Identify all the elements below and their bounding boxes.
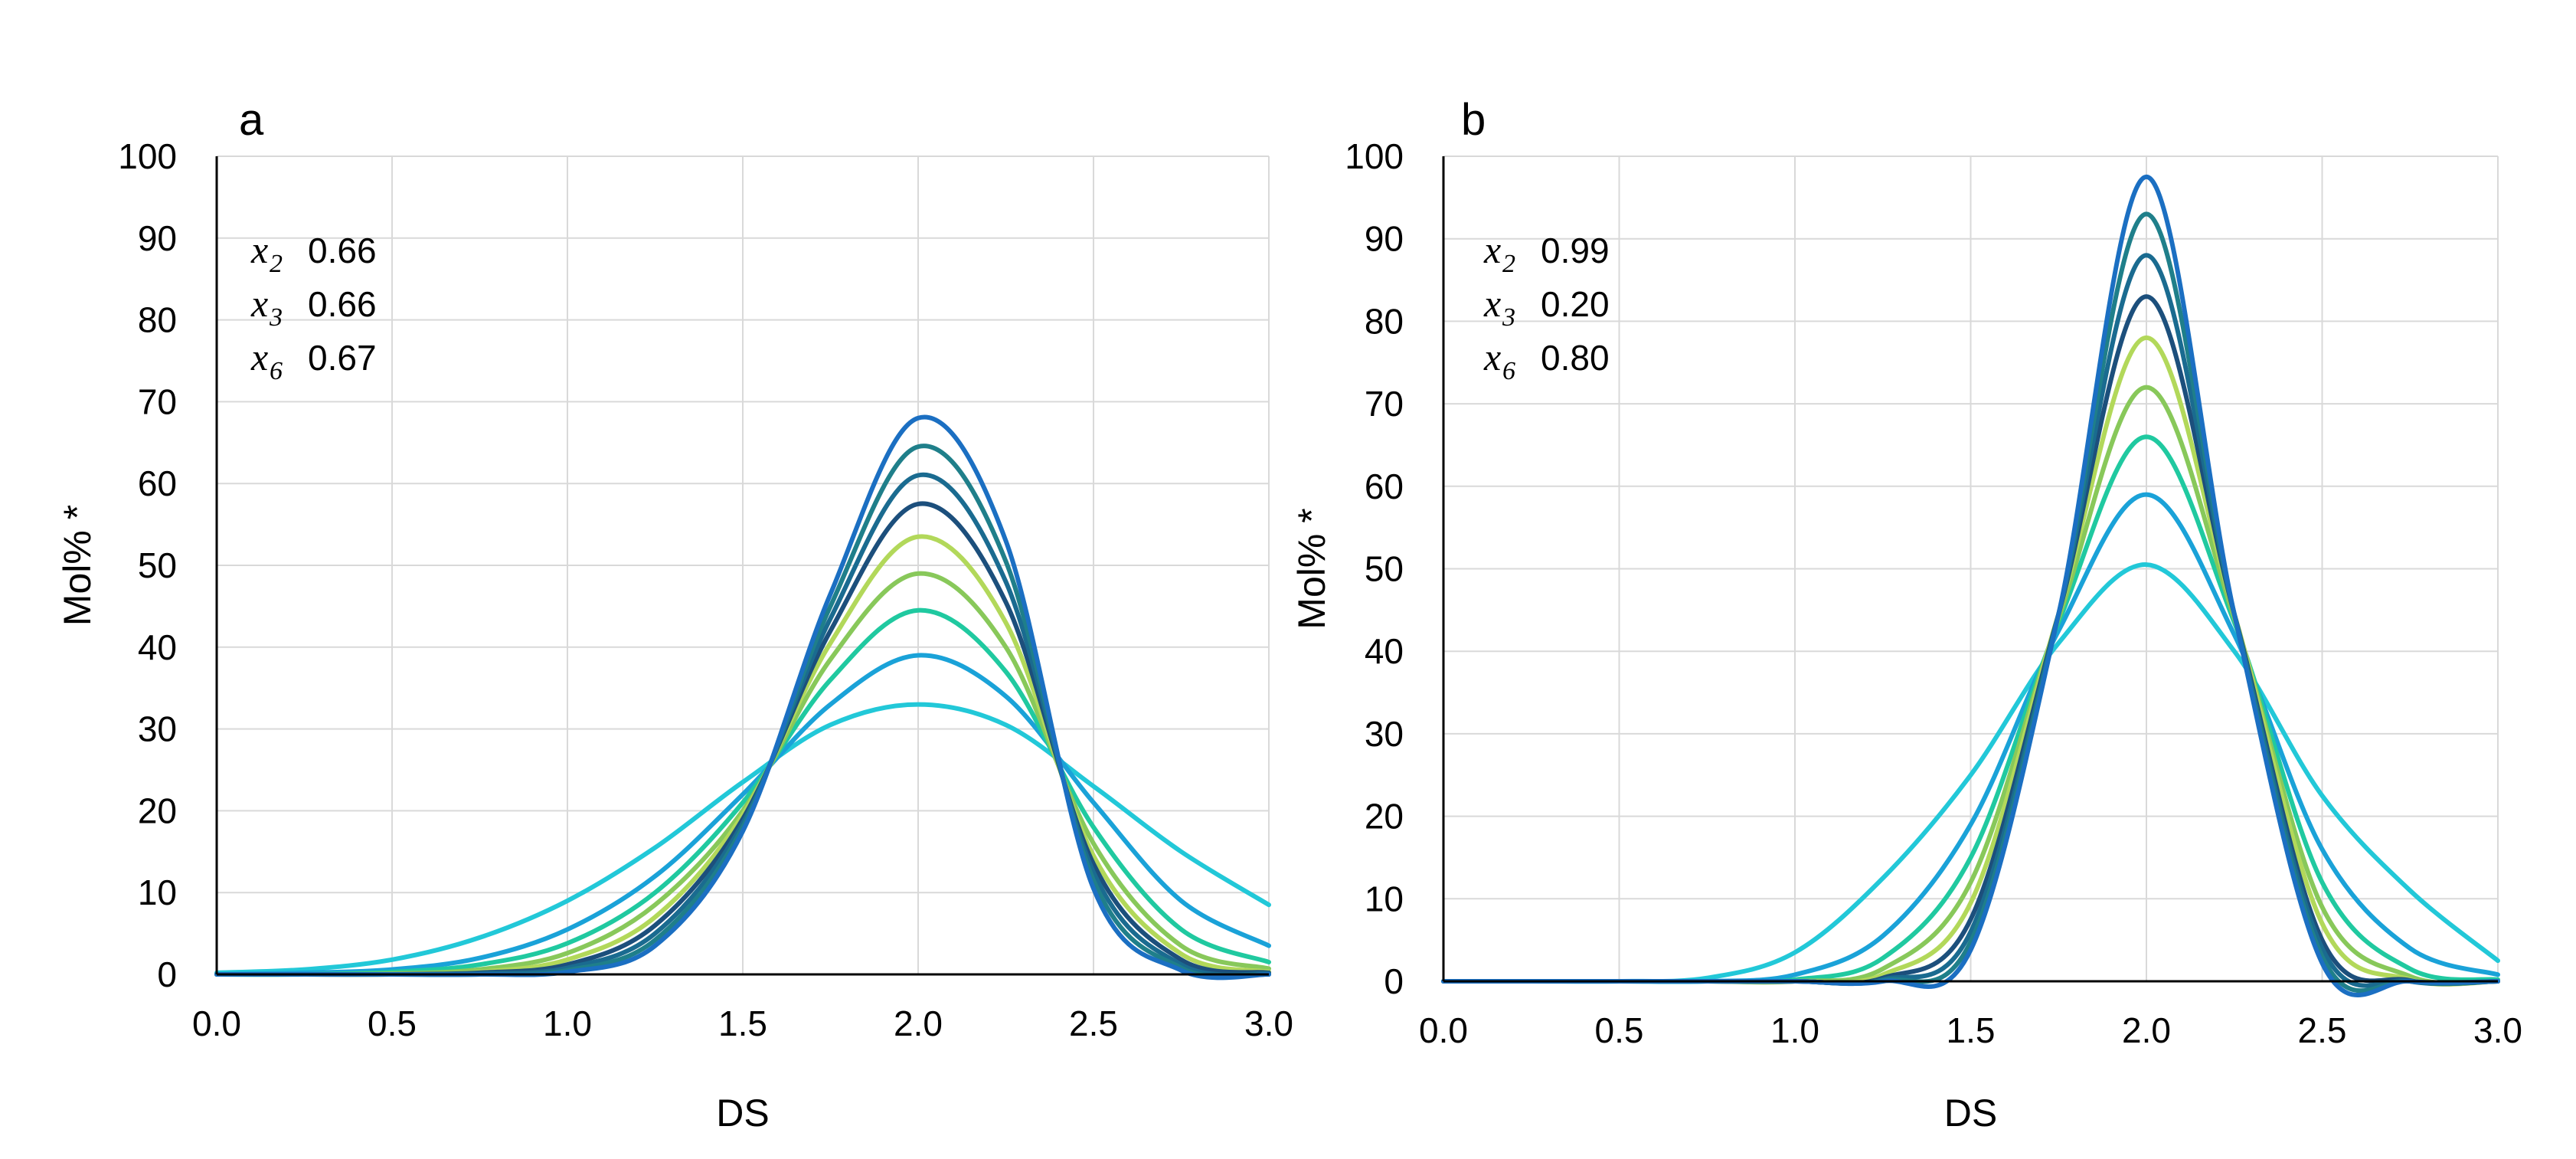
y-tick-label: 60: [1365, 467, 1404, 506]
x-tick-label: 3.0: [1244, 1003, 1293, 1043]
annotation-x6: x 6 0.67: [250, 336, 377, 385]
panel-label: b: [1461, 95, 1486, 145]
annotation-variable: x: [250, 228, 268, 271]
y-tick-label: 70: [1365, 384, 1404, 424]
x-tick-label: 0.0: [192, 1003, 241, 1043]
x-tick-label: 1.5: [1947, 1010, 1996, 1050]
x-tick-label: 0.5: [1595, 1010, 1644, 1050]
gridlines: [1443, 156, 2499, 981]
y-tick-label: 90: [1365, 219, 1404, 259]
x-tick-label: 2.5: [2298, 1010, 2347, 1050]
annotation-variable: x: [250, 336, 268, 378]
x-tick-label: 0.5: [368, 1003, 417, 1043]
annotation-x3: x 3 0.66: [250, 282, 377, 332]
y-tick-label: 10: [138, 873, 177, 912]
y-tick-label: 100: [1345, 136, 1404, 176]
chart-panel-b: 0 10 20 30 40 50 60 70 80 90 100 0.0 0.5 1.0 1.5 2.0 2.5…: [1290, 95, 2522, 1134]
y-tick-label: 60: [138, 463, 177, 503]
annotation-x6: x 6 0.80: [1483, 336, 1610, 385]
x-tick-label: 1.5: [718, 1003, 767, 1043]
y-tick-label: 80: [1365, 301, 1404, 341]
x-tick-label: 2.0: [2122, 1010, 2171, 1050]
annotation-variable: x: [1483, 228, 1501, 271]
annotation-x3: x 3 0.20: [1483, 282, 1610, 332]
annotation-subscript: 2: [1502, 250, 1515, 278]
x-tick-label: 1.0: [1770, 1010, 1819, 1050]
annotation-value: 0.66: [308, 231, 377, 270]
y-tick-label: 0: [1384, 961, 1404, 1001]
x-tick-label: 1.0: [543, 1003, 592, 1043]
y-tick-label: 50: [1365, 549, 1404, 589]
y-tick-label: 0: [157, 954, 177, 994]
series-line-1: [214, 702, 1271, 975]
annotation-value: 0.80: [1541, 338, 1610, 378]
y-tick-label: 40: [138, 627, 177, 667]
chart-panel-a: 0 10 20 30 40 50 60 70 80 90 100 0.0 0.5 1.0 1.5 2.0 2.5…: [56, 95, 1293, 1134]
y-tick-label: 30: [138, 709, 177, 749]
panel-label: a: [239, 95, 264, 145]
y-tick-label: 20: [1365, 797, 1404, 837]
x-tick-label: 2.5: [1069, 1003, 1118, 1043]
y-tick-label: 10: [1365, 879, 1404, 918]
y-tick-label: 30: [1365, 714, 1404, 754]
annotation-variable: x: [1483, 336, 1501, 378]
x-tick-label: 0.0: [1419, 1010, 1468, 1050]
x-axis-title: DS: [716, 1092, 769, 1134]
annotation-subscript: 3: [1502, 303, 1515, 332]
annotation-subscript: 6: [1502, 357, 1515, 385]
x-tick-label: 3.0: [2473, 1010, 2522, 1050]
annotation-variable: x: [1483, 282, 1501, 325]
annotation-subscript: 3: [269, 303, 283, 332]
x-axis-title: DS: [1944, 1092, 1997, 1134]
y-axis-title: Mol% *: [56, 505, 99, 626]
y-tick-label: 70: [138, 381, 177, 421]
annotation-x2: x 2 0.66: [250, 228, 377, 278]
y-tick-label: 80: [138, 300, 177, 340]
y-tick-label: 40: [1365, 631, 1404, 671]
annotation-variable: x: [250, 282, 268, 325]
annotation-x2: x 2 0.99: [1483, 228, 1610, 278]
annotation-value: 0.20: [1541, 284, 1610, 324]
annotation-subscript: 6: [270, 357, 283, 385]
gridlines: [217, 156, 1270, 974]
y-tick-label: 20: [138, 791, 177, 830]
annotation-value: 0.99: [1541, 231, 1610, 270]
y-axis-title: Mol% *: [1290, 508, 1333, 629]
y-tick-label: 50: [138, 545, 177, 585]
x-tick-label: 2.0: [894, 1003, 943, 1043]
y-tick-label: 100: [118, 136, 177, 176]
y-tick-label: 90: [138, 218, 177, 258]
annotation-subscript: 2: [270, 250, 283, 278]
annotation-value: 0.66: [308, 284, 377, 324]
annotation-value: 0.67: [308, 338, 377, 378]
